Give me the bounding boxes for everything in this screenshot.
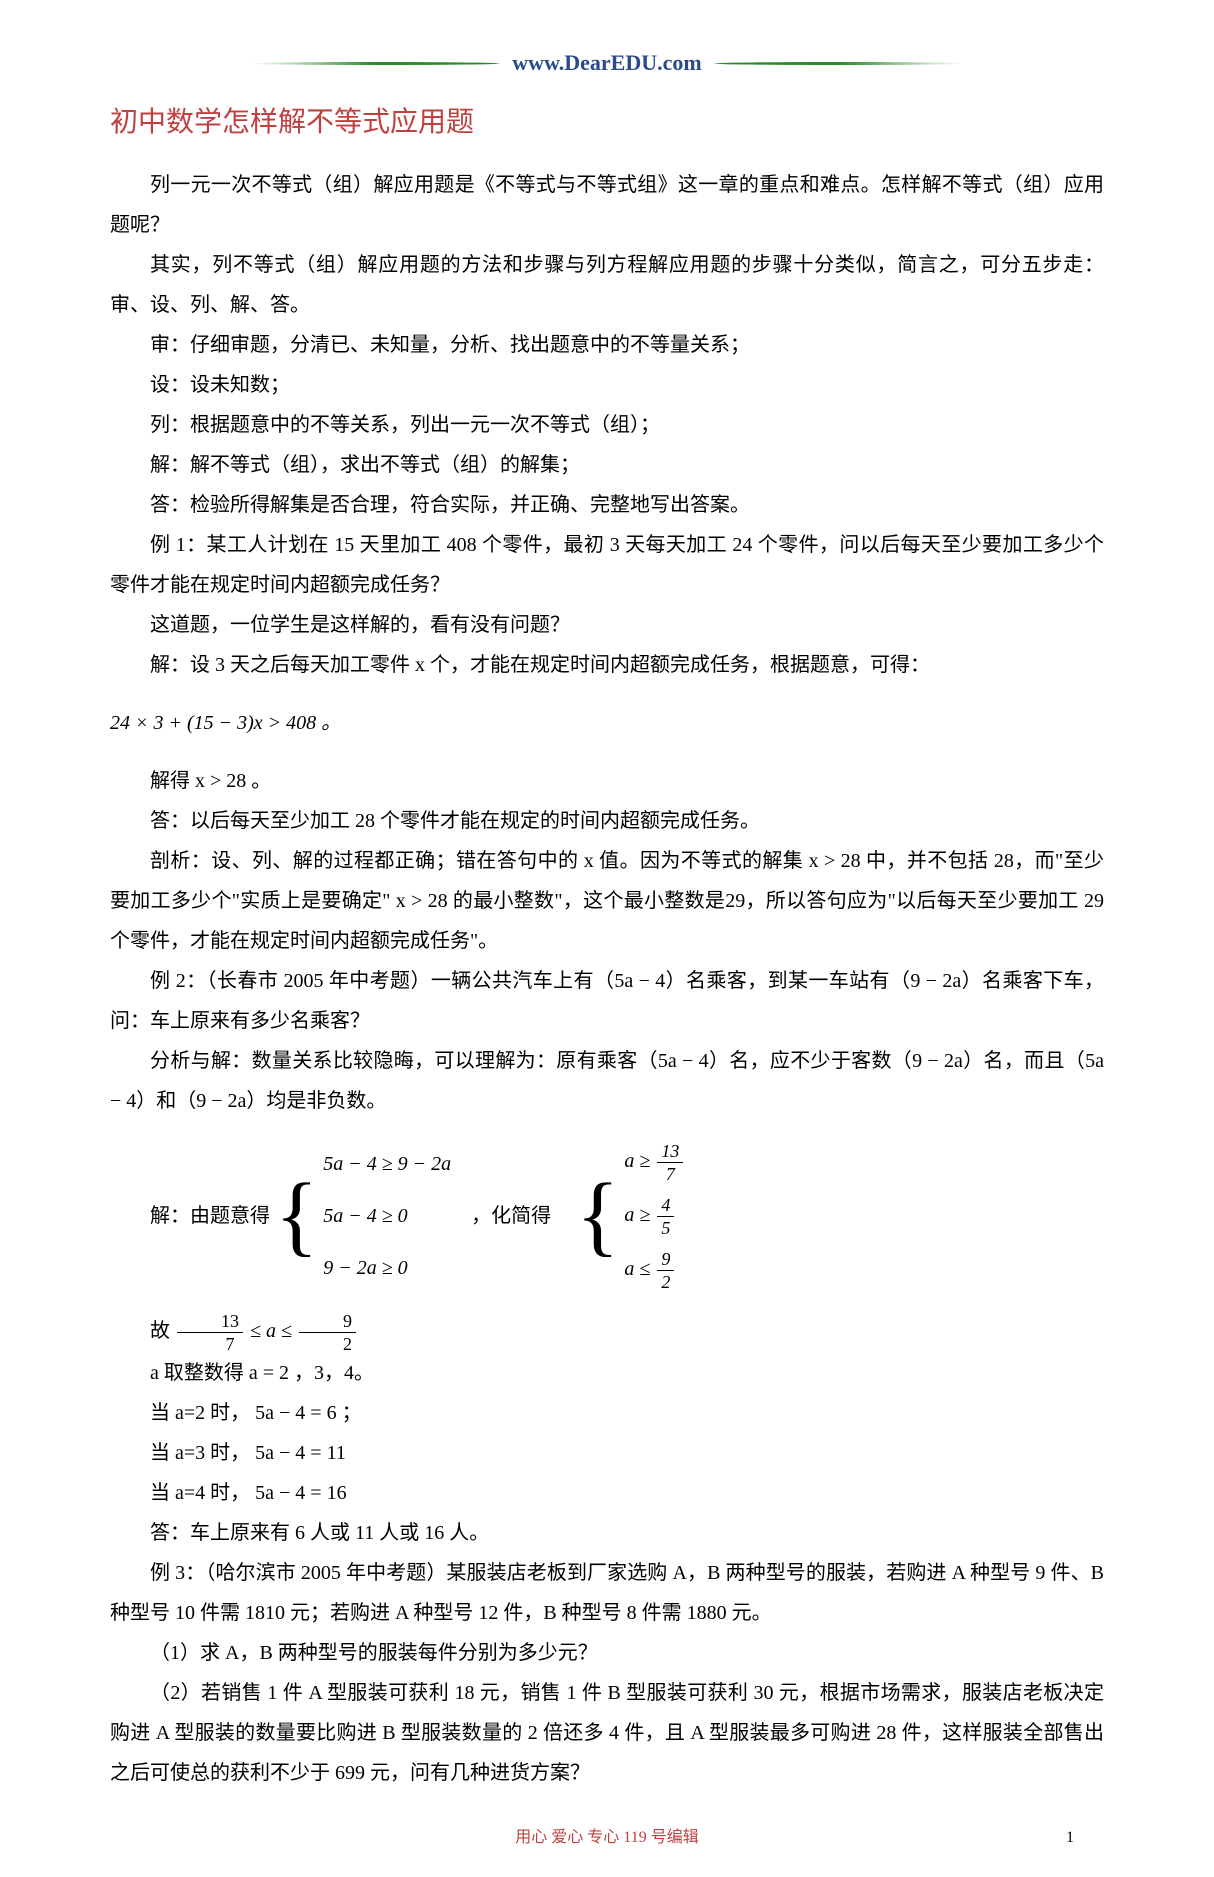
paragraph: 解：设 3 天之后每天加工零件 x 个，才能在规定时间内超额完成任务，根据题意，… [110, 645, 1104, 685]
paragraph: 例 2：（长春市 2005 年中考题）一辆公共汽车上有（5a − 4）名乘客，到… [110, 961, 1104, 1041]
system-rows-left: 5a − 4 ≥ 9 − 2a 5a − 4 ≥ 0 9 − 2a ≥ 0 [323, 1144, 451, 1288]
fraction: 13 7 [177, 1312, 243, 1353]
paragraph: 列一元一次不等式（组）解应用题是《不等式与不等式组》这一章的重点和难点。怎样解不… [110, 165, 1104, 245]
fraction: 9 2 [657, 1250, 674, 1291]
var-a: a [624, 1150, 634, 1172]
math-text: 解得 x > 28 。 [150, 770, 271, 792]
paragraph: 当 a=3 时， 5a − 4 = 11 [110, 1433, 1104, 1473]
denominator: 7 [182, 1333, 239, 1353]
var-a: a [624, 1258, 634, 1280]
fraction: 4 5 [657, 1196, 674, 1237]
result-label: 故 [150, 1320, 170, 1342]
var-a: a [266, 1320, 276, 1342]
system-label: 解：由题意得 [110, 1196, 270, 1236]
system-rows-right: a ≥ 13 7 a ≥ 4 5 a ≤ [624, 1141, 685, 1291]
ge-sign: ≥ [639, 1150, 650, 1172]
ge-sign: ≥ [639, 1204, 650, 1226]
le-sign: ≤ [281, 1320, 292, 1342]
denominator: 5 [657, 1217, 674, 1237]
left-brace-icon: { [275, 1180, 318, 1252]
document-page: www.DearEDU.com 初中数学怎样解不等式应用题 列一元一次不等式（组… [0, 0, 1214, 1877]
document-title: 初中数学怎样解不等式应用题 [110, 100, 1104, 140]
fraction: 9 2 [299, 1312, 356, 1353]
system-row: a ≤ 9 2 [624, 1249, 685, 1291]
paragraph: 答：以后每天至少加工 28 个零件才能在规定的时间内超额完成任务。 [110, 801, 1104, 841]
document-body: 列一元一次不等式（组）解应用题是《不等式与不等式组》这一章的重点和难点。怎样解不… [110, 165, 1104, 1793]
paragraph: 当 a=4 时， 5a − 4 = 16 [110, 1473, 1104, 1513]
paragraph: 审：仔细审题，分清已、未知量，分析、找出题意中的不等量关系； [110, 325, 1104, 365]
paragraph: 解得 x > 28 。 [110, 761, 1104, 801]
footer-text: 用心 爱心 专心 119 号编辑 [515, 1829, 698, 1846]
system-row: 5a − 4 ≥ 0 [323, 1196, 451, 1236]
paragraph: 列：根据题意中的不等关系，列出一元一次不等式（组）； [110, 405, 1104, 445]
le-sign: ≤ [639, 1258, 650, 1280]
left-brace-icon: { [576, 1180, 619, 1252]
paragraph: （2）若销售 1 件 A 型服装可获利 18 元，销售 1 件 B 型服装可获利… [110, 1673, 1104, 1793]
math-equation: 24 × 3 + (15 − 3)x > 408 。 [110, 703, 1104, 743]
paragraph: 解：解不等式（组），求出不等式（组）的解集； [110, 445, 1104, 485]
banner-url: www.DearEDU.com [504, 50, 709, 76]
paragraph: 剖析：设、列、解的过程都正确；错在答句中的 x 值。因为不等式的解集 x > 2… [110, 841, 1104, 961]
system-row: a ≥ 4 5 [624, 1195, 685, 1237]
paragraph: 其实，列不等式（组）解应用题的方法和步骤与列方程解应用题的步骤十分类似，简言之，… [110, 245, 1104, 325]
paragraph: 例 3：（哈尔滨市 2005 年中考题）某服装店老板到厂家选购 A，B 两种型号… [110, 1553, 1104, 1633]
paragraph: 当 a=2 时， 5a − 4 = 6 ； [110, 1393, 1104, 1433]
banner-flourish-left [250, 62, 500, 65]
denominator: 2 [657, 1271, 674, 1291]
system-between: ，化简得 [471, 1196, 551, 1236]
banner-flourish-right [714, 62, 964, 65]
paragraph: （1）求 A，B 两种型号的服装每件分别为多少元？ [110, 1633, 1104, 1673]
paragraph: 分析与解：数量关系比较隐晦，可以理解为：原有乘客（5a − 4）名，应不少于客数… [110, 1041, 1104, 1121]
result-line: 故 13 7 ≤ a ≤ 9 2 [110, 1311, 1104, 1353]
system-row: 5a − 4 ≥ 9 − 2a [323, 1144, 451, 1184]
paragraph: 设：设未知数； [110, 365, 1104, 405]
equation-system: 解：由题意得 { 5a − 4 ≥ 9 − 2a 5a − 4 ≥ 0 9 − … [110, 1141, 1104, 1291]
le-sign: ≤ [250, 1320, 261, 1342]
denominator: 2 [299, 1333, 356, 1353]
var-a: a [624, 1204, 634, 1226]
system-row: a ≥ 13 7 [624, 1141, 685, 1183]
denominator: 7 [662, 1163, 679, 1183]
paragraph: 例 1：某工人计划在 15 天里加工 408 个零件，最初 3 天每天加工 24… [110, 525, 1104, 605]
system-row: 9 − 2a ≥ 0 [323, 1248, 451, 1288]
paragraph: 答：检验所得解集是否合理，符合实际，并正确、完整地写出答案。 [110, 485, 1104, 525]
fraction: 13 7 [657, 1142, 683, 1183]
paragraph: 这道题，一位学生是这样解的，看有没有问题？ [110, 605, 1104, 645]
paragraph: a 取整数得 a = 2 ，3，4。 [110, 1353, 1104, 1393]
page-number: 1 [1066, 1829, 1074, 1847]
paragraph: 答：车上原来有 6 人或 11 人或 16 人。 [110, 1513, 1104, 1553]
header-banner: www.DearEDU.com [110, 50, 1104, 80]
numerator: 13 [177, 1312, 243, 1333]
numerator: 13 [657, 1142, 683, 1163]
numerator: 9 [657, 1250, 674, 1271]
page-footer: 用心 爱心 专心 119 号编辑 [110, 1823, 1104, 1847]
numerator: 4 [657, 1196, 674, 1217]
numerator: 9 [299, 1312, 356, 1333]
